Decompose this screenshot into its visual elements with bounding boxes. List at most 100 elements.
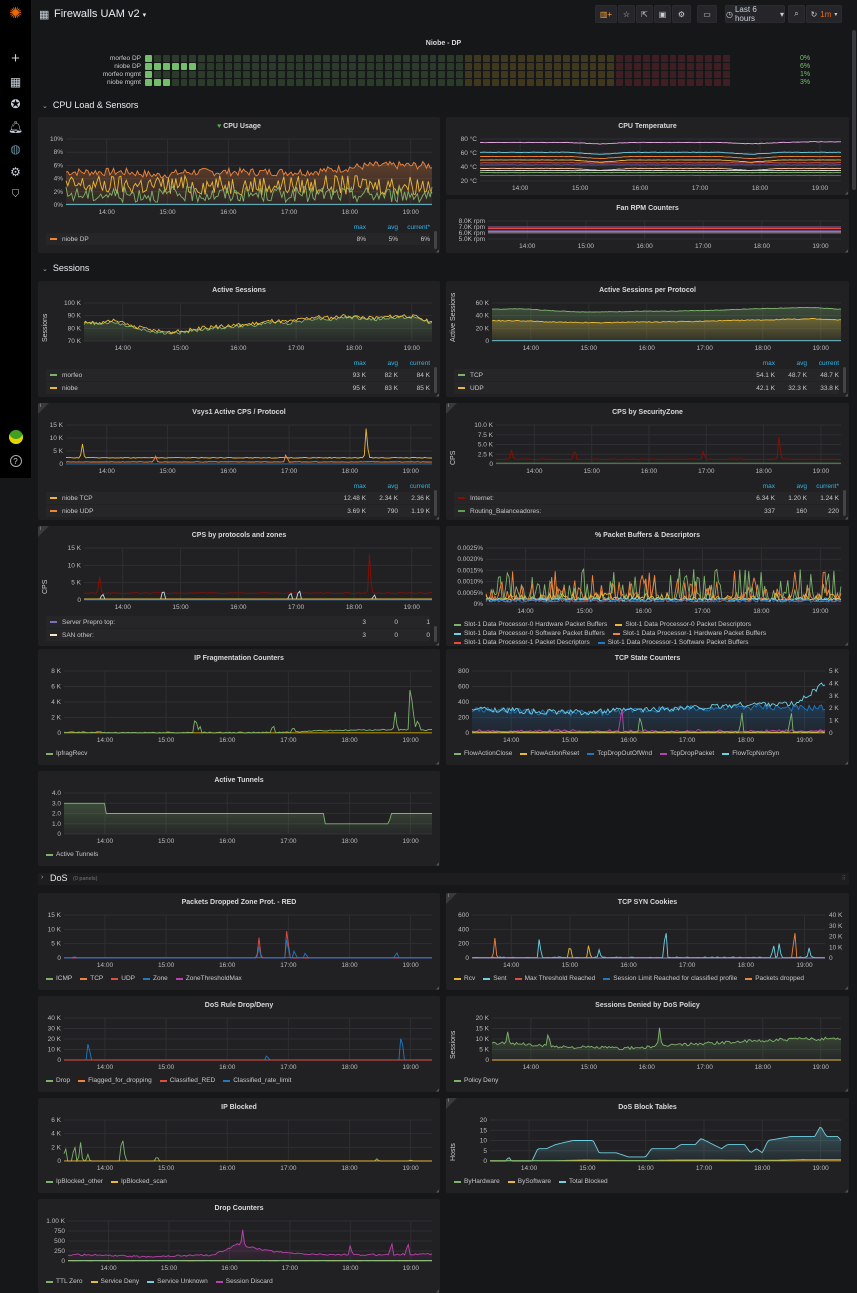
resize-handle-icon[interactable]: ◢	[844, 760, 848, 765]
panel-title[interactable]: Active Tunnels	[38, 777, 440, 784]
resize-handle-icon[interactable]: ◢	[435, 392, 439, 397]
legend-column-avg[interactable]: avg	[387, 223, 398, 231]
info-corner-icon[interactable]: i	[446, 893, 457, 904]
panel-title[interactable]: % Packet Buffers & Descriptors	[446, 532, 849, 539]
legend-item[interactable]: Rcv	[454, 975, 475, 982]
legend-item[interactable]: TCP 54.1 K 48.7 K 48.7 K	[454, 369, 839, 381]
legend-item[interactable]: Session Discard	[215, 1278, 273, 1285]
info-corner-icon[interactable]: i	[38, 526, 49, 537]
info-corner-icon[interactable]: i	[446, 1098, 457, 1109]
resize-handle-icon[interactable]: ◢	[844, 1188, 848, 1193]
legend-column-avg[interactable]: avg	[387, 359, 398, 367]
legend-column-current[interactable]: current*	[816, 482, 839, 490]
legend-column-max[interactable]: max	[353, 482, 366, 490]
legend-item[interactable]: Routing_Balanceadores: 337 160 220	[454, 505, 839, 517]
legend-scrollbar[interactable]	[434, 626, 437, 642]
resize-handle-icon[interactable]: ◢	[435, 1087, 439, 1092]
resize-handle-icon[interactable]: ◢	[435, 641, 439, 646]
globe-icon[interactable]: ◍	[10, 142, 21, 156]
compass-icon[interactable]: ✪	[10, 97, 21, 111]
resize-handle-icon[interactable]: ◢	[435, 985, 439, 990]
scrollbar[interactable]	[852, 30, 856, 190]
legend-item[interactable]: FlowTcpNonSyn	[722, 750, 779, 757]
legend-column-max[interactable]: max	[762, 359, 775, 367]
legend-item[interactable]: Slot-1 Data Processor-0 Packet Descripto…	[615, 621, 751, 628]
panel-title[interactable]: CPU Temperature	[446, 123, 849, 130]
panel-title[interactable]: Active Sessions	[38, 287, 440, 294]
drag-handle-icon[interactable]: ⠿	[841, 876, 846, 882]
info-corner-icon[interactable]: i	[38, 403, 49, 414]
legend-item[interactable]: Policy Deny	[454, 1077, 498, 1084]
resize-handle-icon[interactable]: ◢	[435, 1188, 439, 1193]
legend-item[interactable]: niobe 95 K 83 K 85 K	[46, 382, 430, 394]
panel-title[interactable]: Active Sessions per Protocol	[446, 287, 849, 294]
legend-item[interactable]: Total Blocked	[559, 1178, 608, 1185]
time-picker-button[interactable]: ◷ Last 6 hours ▾	[725, 5, 785, 23]
panel-title[interactable]: IP Fragmentation Counters	[38, 655, 440, 662]
avatar[interactable]	[6, 429, 25, 445]
row-sessions[interactable]: ⌄ Sessions	[42, 263, 89, 273]
panel-title[interactable]: IP Blocked	[38, 1104, 440, 1111]
panel-title[interactable]: Packets Dropped Zone Prot. - RED	[38, 899, 440, 906]
info-corner-icon[interactable]: i	[446, 403, 457, 414]
legend-item[interactable]: UDP 42.1 K 32.3 K 33.8 K	[454, 382, 839, 394]
legend-item[interactable]: FlowActionReset	[520, 750, 579, 757]
legend-item[interactable]: IpBlocked_scan	[110, 1178, 167, 1185]
legend-item[interactable]: niobe UDP 3.69 K 790 1.19 K	[46, 505, 430, 517]
tv-mode-button[interactable]: ▭	[697, 5, 717, 23]
resize-handle-icon[interactable]: ◢	[435, 861, 439, 866]
panel-title[interactable]: ♥ CPU Usage	[38, 123, 440, 130]
share-button[interactable]: ⇱	[636, 5, 653, 23]
save-button[interactable]: ▣	[654, 5, 671, 23]
resize-handle-icon[interactable]: ◢	[435, 515, 439, 520]
settings-button[interactable]: ⚙	[672, 5, 691, 23]
legend-item[interactable]: Flagged_for_dropping	[78, 1077, 152, 1084]
legend-item[interactable]: Slot-1 Data Processor-1 Hardware Packet …	[612, 630, 766, 637]
legend-item[interactable]: Session Limit Reached for classified pro…	[603, 975, 737, 982]
panel-title[interactable]: CPS by protocols and zones	[38, 532, 440, 539]
shield-icon[interactable]: ⛉	[11, 188, 20, 200]
legend-item[interactable]: FlowActionClose	[454, 750, 512, 757]
legend-item[interactable]: Drop	[46, 1077, 70, 1084]
dashboard-title[interactable]: Firewalls UAM v2 ▾	[54, 8, 146, 20]
resize-handle-icon[interactable]: ◢	[844, 248, 848, 253]
legend-scrollbar[interactable]	[434, 367, 437, 393]
legend-item[interactable]: ByHardware	[454, 1178, 500, 1185]
legend-item[interactable]: morfeo 93 K 82 K 84 K	[46, 369, 430, 381]
help-icon[interactable]: ?	[6, 453, 25, 469]
panel-title[interactable]: Fan RPM Counters	[446, 205, 849, 212]
legend-item[interactable]: ICMP	[46, 975, 72, 982]
legend-item[interactable]: Slot-1 Data Processor-0 Software Packet …	[454, 630, 605, 637]
panel-title[interactable]: CPS by SecurityZone	[446, 409, 849, 416]
legend-column-current[interactable]: current	[818, 359, 839, 367]
legend-item[interactable]: TTL Zero	[46, 1278, 83, 1285]
dashboards-icon[interactable]: ▦	[9, 75, 22, 89]
panel-title[interactable]: Sessions Denied by DoS Policy	[446, 1002, 849, 1009]
legend-item[interactable]: Internet: 6.34 K 1.20 K 1.24 K	[454, 492, 839, 504]
legend-column-current[interactable]: current	[409, 482, 430, 490]
bell-icon[interactable]: 🔔︎	[7, 120, 24, 134]
legend-item[interactable]: SAN other: 3 0 0	[46, 629, 430, 641]
legend-item[interactable]: TcpDropOutOfWnd	[587, 750, 652, 757]
panel-title[interactable]: TCP SYN Cookies	[446, 899, 849, 906]
gear-icon[interactable]: ⚙	[10, 165, 21, 179]
legend-column-max[interactable]: max	[353, 223, 366, 231]
legend-item[interactable]: Packets dropped	[745, 975, 804, 982]
legend-scrollbar[interactable]	[843, 490, 846, 516]
legend-item[interactable]: Sent	[483, 975, 507, 982]
panel-title[interactable]: DoS Rule Drop/Deny	[38, 1002, 440, 1009]
legend-item[interactable]: Max Threshold Reached	[514, 975, 595, 982]
legend-item[interactable]: Service Unknown	[147, 1278, 208, 1285]
legend-column-current[interactable]: current*	[407, 223, 430, 231]
resize-handle-icon[interactable]: ◢	[844, 641, 848, 646]
resize-handle-icon[interactable]: ◢	[435, 760, 439, 765]
legend-item[interactable]: Server Prepro top: 3 0 1	[46, 616, 430, 628]
legend-scrollbar[interactable]	[434, 490, 437, 516]
legend-item[interactable]: IpfragRecv	[46, 750, 87, 757]
legend-item[interactable]: niobe TCP 12.48 K 2.34 K 2.36 K	[46, 492, 430, 504]
panel-title[interactable]: TCP State Counters	[446, 655, 849, 662]
legend-item[interactable]: Slot-1 Data Processor-0 Hardware Packet …	[454, 621, 607, 628]
legend-item[interactable]: Service Deny	[90, 1278, 139, 1285]
legend-item[interactable]: ZoneThresholdMax	[175, 975, 242, 982]
legend-item[interactable]: Classified_rate_limit	[223, 1077, 291, 1084]
